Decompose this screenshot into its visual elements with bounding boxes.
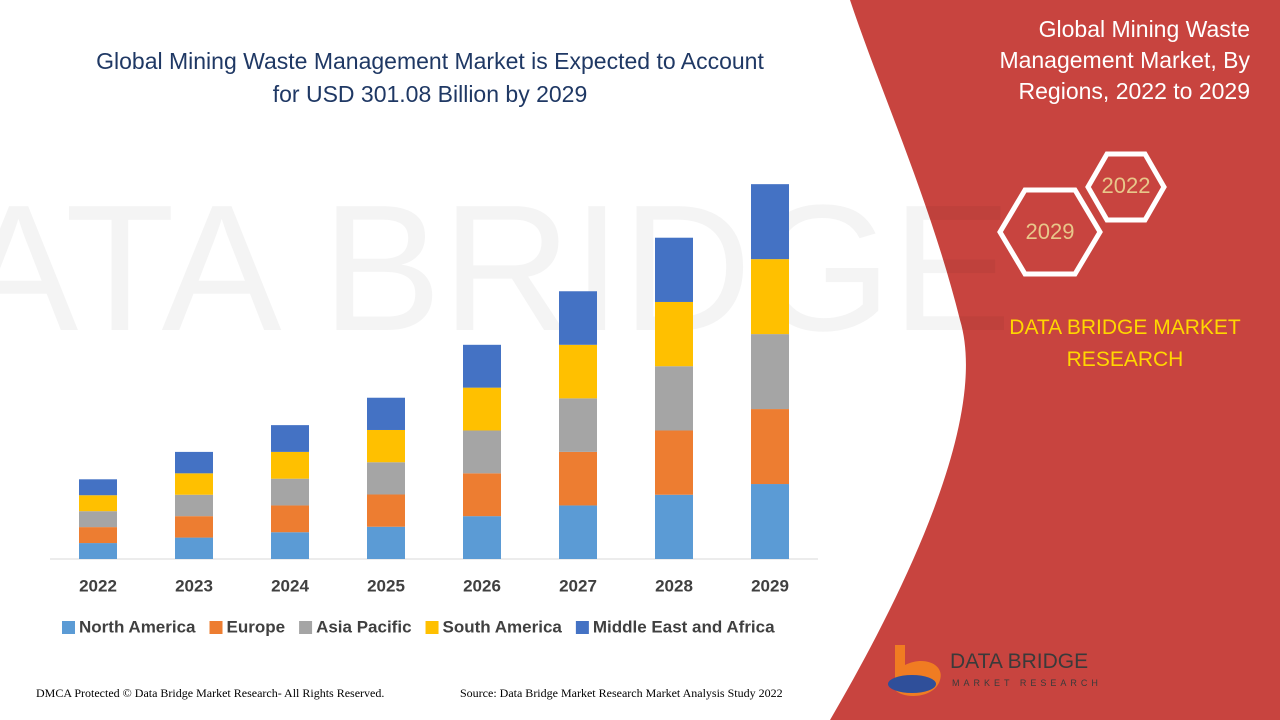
footer-right: Source: Data Bridge Market Research Mark… bbox=[460, 686, 783, 700]
hex-label: 2022 bbox=[1102, 173, 1151, 198]
bar-segment bbox=[559, 344, 597, 399]
bar-segment bbox=[751, 409, 789, 485]
bar-segment bbox=[79, 543, 117, 559]
bar-segment bbox=[655, 237, 693, 302]
bar-segment bbox=[463, 473, 501, 517]
legend-label: Europe bbox=[227, 617, 286, 636]
bar-segment bbox=[463, 516, 501, 559]
bar-segment bbox=[751, 259, 789, 335]
logo-mark bbox=[888, 675, 936, 693]
x-tick-label: 2028 bbox=[655, 576, 693, 595]
x-tick-label: 2024 bbox=[271, 576, 309, 595]
legend-swatch bbox=[299, 621, 313, 634]
bar-segment bbox=[751, 184, 789, 260]
bar-segment bbox=[79, 479, 117, 496]
x-tick-label: 2029 bbox=[751, 576, 789, 595]
bar-segment bbox=[271, 425, 309, 452]
bar-segment bbox=[79, 527, 117, 544]
x-tick-label: 2027 bbox=[559, 576, 597, 595]
legend-swatch bbox=[62, 621, 75, 634]
bar-segment bbox=[463, 344, 501, 388]
bar-segment bbox=[367, 462, 405, 495]
side-panel-bg bbox=[830, 0, 1280, 720]
bar-segment bbox=[463, 430, 501, 474]
hexagon bbox=[1085, 151, 1167, 223]
bar-segment bbox=[655, 494, 693, 559]
legend-label: South America bbox=[443, 617, 563, 636]
x-tick-label: 2026 bbox=[463, 576, 501, 595]
bar-segment bbox=[367, 494, 405, 527]
bar-segment bbox=[79, 495, 117, 512]
bar-segment bbox=[655, 430, 693, 495]
watermark: DATA BRIDGE bbox=[0, 168, 1012, 369]
bar-segment bbox=[751, 334, 789, 410]
bar-segment bbox=[559, 291, 597, 345]
bar-segment bbox=[271, 451, 309, 479]
bar-segment bbox=[271, 505, 309, 533]
bar-segment bbox=[175, 537, 213, 559]
bar-segment bbox=[271, 532, 309, 559]
bar-segment bbox=[175, 516, 213, 538]
x-tick-label: 2023 bbox=[175, 576, 213, 595]
bar-segment bbox=[367, 526, 405, 559]
legend-swatch bbox=[575, 621, 589, 634]
x-tick-label: 2025 bbox=[367, 576, 405, 595]
legend-label: Asia Pacific bbox=[316, 617, 411, 636]
hex-label: 2029 bbox=[1026, 219, 1075, 244]
bar-segment bbox=[367, 429, 405, 463]
bar-segment bbox=[175, 451, 213, 474]
x-tick-label: 2022 bbox=[79, 576, 117, 595]
bar-segment bbox=[367, 397, 405, 430]
bar-segment bbox=[655, 301, 693, 367]
bar-segment bbox=[463, 387, 501, 431]
logo-tagline: MARKET RESEARCH bbox=[952, 678, 1102, 688]
bar-segment bbox=[559, 451, 597, 506]
brand: DATA BRIDGE MARKET RESEARCH bbox=[1009, 316, 1241, 371]
bar-segment bbox=[271, 478, 309, 506]
bar-segment bbox=[559, 398, 597, 452]
bar-segment bbox=[751, 484, 789, 559]
legend-swatch bbox=[209, 621, 223, 634]
hexagon bbox=[997, 187, 1103, 277]
bar-segment bbox=[175, 494, 213, 517]
legend-label: North America bbox=[79, 617, 196, 636]
chart-title: Global Mining Waste Management Market is… bbox=[96, 48, 764, 107]
logo-name: DATA BRIDGE bbox=[950, 650, 1088, 673]
footer-left: DMCA Protected © Data Bridge Market Rese… bbox=[36, 686, 385, 700]
legend-swatch bbox=[425, 621, 439, 634]
bar-segment bbox=[655, 366, 693, 431]
bar-segment bbox=[559, 505, 597, 559]
bar-segment bbox=[79, 511, 117, 528]
side-title: Global Mining Waste Management Market, B… bbox=[999, 16, 1250, 104]
legend-label: Middle East and Africa bbox=[593, 617, 775, 636]
bar-segment bbox=[175, 473, 213, 495]
